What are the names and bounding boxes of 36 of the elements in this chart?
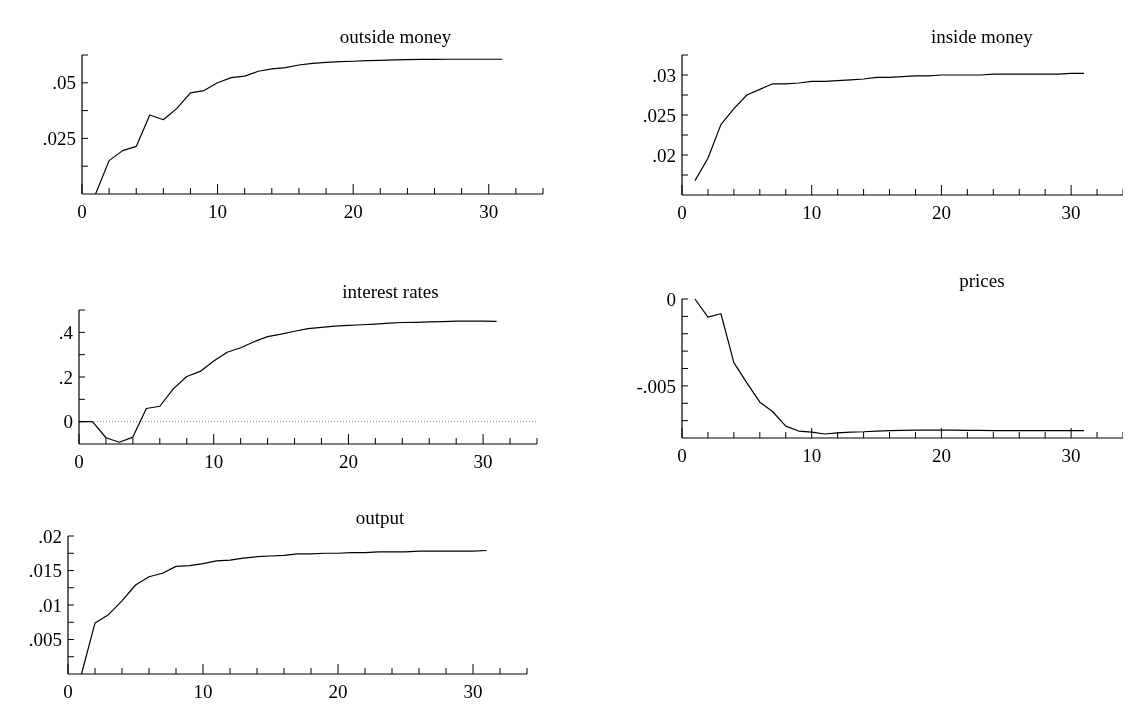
x-tick-label: 10 bbox=[193, 681, 213, 702]
x-tick-label: 10 bbox=[208, 201, 228, 222]
y-tick-label: .015 bbox=[28, 560, 62, 582]
y-tick-label: .005 bbox=[28, 629, 62, 651]
x-tick-label: 20 bbox=[343, 201, 363, 222]
x-tick-label: 20 bbox=[338, 451, 358, 472]
y-tick-label: .05 bbox=[52, 72, 76, 94]
line-series bbox=[694, 298, 1085, 435]
y-tick-label: .02 bbox=[652, 144, 676, 166]
x-tick-label: 30 bbox=[479, 201, 499, 222]
y-tick-label: 0 bbox=[63, 411, 73, 433]
x-tick-label: 30 bbox=[1061, 202, 1081, 223]
x-tick-label: 10 bbox=[204, 451, 224, 472]
x-tick-label: 20 bbox=[328, 681, 348, 702]
y-tick-label: .2 bbox=[58, 366, 73, 388]
x-tick-label: 20 bbox=[931, 445, 951, 466]
x-tick-label: 10 bbox=[802, 445, 822, 466]
x-tick-label: 20 bbox=[931, 202, 951, 223]
y-tick-label: .03 bbox=[652, 64, 676, 86]
chart-title: prices bbox=[959, 270, 1005, 291]
y-tick-label: 0 bbox=[666, 288, 676, 310]
y-tick-label: .025 bbox=[42, 128, 76, 150]
y-tick-label: .02 bbox=[38, 525, 62, 547]
y-tick-label: .4 bbox=[58, 321, 74, 343]
x-tick-label: 10 bbox=[802, 202, 822, 223]
chart-title: interest rates bbox=[342, 281, 439, 302]
x-tick-label: 30 bbox=[473, 451, 493, 472]
chart-title: inside money bbox=[930, 26, 1034, 47]
chart-title: outside money bbox=[339, 26, 452, 47]
x-tick-label: 30 bbox=[463, 681, 483, 702]
y-tick-label: .025 bbox=[642, 104, 676, 126]
y-tick-label: -.005 bbox=[636, 375, 676, 397]
chart-title: output bbox=[355, 507, 406, 528]
line-series bbox=[694, 72, 1085, 182]
x-tick-label: 30 bbox=[1061, 445, 1081, 466]
y-tick-label: .01 bbox=[38, 594, 62, 616]
